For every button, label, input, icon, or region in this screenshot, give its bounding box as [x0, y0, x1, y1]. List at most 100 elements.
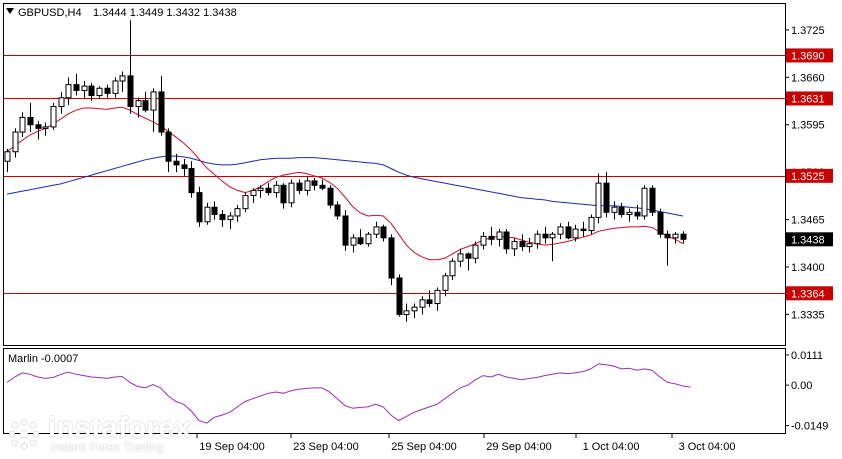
candle: [618, 202, 625, 218]
candle: [88, 83, 95, 101]
instaforex-logo-icon: [8, 418, 40, 450]
ohlc-values: 1.3444 1.3449 1.3432 1.3438: [93, 7, 237, 19]
candle: [373, 221, 380, 238]
candle: [65, 77, 72, 106]
candle: [273, 180, 280, 198]
candle: [534, 230, 541, 249]
candle-body: [257, 187, 264, 191]
candle: [465, 252, 472, 271]
indicator-label: Marlin -0.0007: [8, 353, 78, 365]
candle: [357, 229, 364, 246]
candle-body: [549, 233, 556, 239]
osc-tick-label: 0.00: [791, 380, 812, 392]
candle: [42, 122, 49, 136]
candle-body: [65, 84, 72, 99]
candle-body: [265, 187, 272, 194]
current-price-label: 1.3438: [791, 234, 825, 246]
candle: [142, 91, 149, 113]
candle: [211, 201, 218, 220]
osc-tick-label: 0.0111: [791, 350, 823, 362]
candle: [365, 232, 372, 247]
oscillator-frame: [3, 348, 786, 434]
candle-body: [135, 100, 142, 108]
candle: [496, 229, 503, 247]
candle: [327, 185, 334, 209]
candle: [181, 159, 188, 176]
candle: [572, 224, 579, 242]
candle-body: [572, 228, 579, 239]
price-tick-label: 1.3335: [791, 309, 825, 321]
watermark-tagline: Instant Forex Trading: [50, 440, 164, 454]
price-tick-label: 1.3595: [791, 120, 825, 132]
price-axis: 1.37251.36601.35951.35301.34651.34001.33…: [785, 25, 833, 321]
price-tick-label: 1.3725: [791, 25, 825, 37]
candle-body: [357, 237, 364, 245]
candle: [680, 231, 687, 244]
candle: [311, 178, 318, 191]
candle-body: [672, 233, 679, 239]
candle: [580, 221, 587, 237]
candle-body: [158, 91, 165, 133]
candle: [104, 84, 111, 98]
candle-body: [104, 87, 111, 94]
candle: [457, 248, 464, 268]
candle-body: [419, 299, 426, 308]
candle-body: [373, 226, 380, 235]
candle: [526, 237, 533, 253]
price-tick-label: 1.3660: [791, 72, 825, 84]
candle-body: [73, 84, 80, 91]
candle: [472, 241, 479, 264]
candle-body: [649, 187, 656, 213]
candle-body: [511, 240, 518, 250]
candle: [158, 75, 165, 136]
candle-body: [127, 75, 134, 108]
candle-body: [488, 235, 495, 240]
candle: [519, 234, 526, 251]
candle: [549, 232, 556, 262]
candle: [127, 20, 134, 114]
candle-body: [403, 310, 410, 315]
candle: [449, 258, 456, 281]
candle: [196, 186, 203, 227]
candle-body: [457, 253, 464, 262]
candle-body: [119, 75, 126, 82]
candle-body: [388, 237, 395, 279]
candle-body: [465, 253, 472, 259]
candle-body: [526, 243, 533, 248]
candle-body: [426, 299, 433, 305]
candle: [334, 201, 341, 220]
time-tick-label: 3 Oct 04:00: [679, 441, 736, 453]
candle: [350, 234, 357, 253]
candle-body: [680, 233, 687, 240]
candle: [204, 202, 211, 225]
candle: [12, 128, 19, 158]
candle: [342, 210, 349, 251]
candle: [634, 205, 641, 220]
candle-body: [595, 182, 602, 218]
collapse-triangle-icon[interactable]: [6, 8, 14, 14]
candle: [480, 232, 487, 250]
candle: [588, 214, 595, 235]
watermark: instaforex Instant Forex Trading: [6, 414, 192, 454]
candle: [234, 205, 241, 222]
candle: [250, 188, 257, 203]
candle-body: [588, 216, 595, 232]
level-price-tag: [786, 168, 833, 183]
candle-body: [96, 87, 103, 97]
horizontal-levels: [4, 55, 785, 294]
current-price-tag: [786, 232, 833, 247]
level-price-label: 1.3690: [791, 50, 825, 62]
candle-body: [142, 100, 149, 111]
candle-body: [519, 240, 526, 248]
level-price-tag: [786, 286, 833, 301]
candle: [280, 183, 287, 209]
candle-body: [442, 275, 449, 291]
candle: [58, 91, 65, 114]
candle-body: [204, 206, 211, 223]
candle: [150, 88, 157, 133]
candle: [388, 234, 395, 286]
symbol-label: GBPUSD,H4: [18, 7, 82, 19]
candle-body: [304, 180, 311, 191]
candle-body: [618, 206, 625, 215]
